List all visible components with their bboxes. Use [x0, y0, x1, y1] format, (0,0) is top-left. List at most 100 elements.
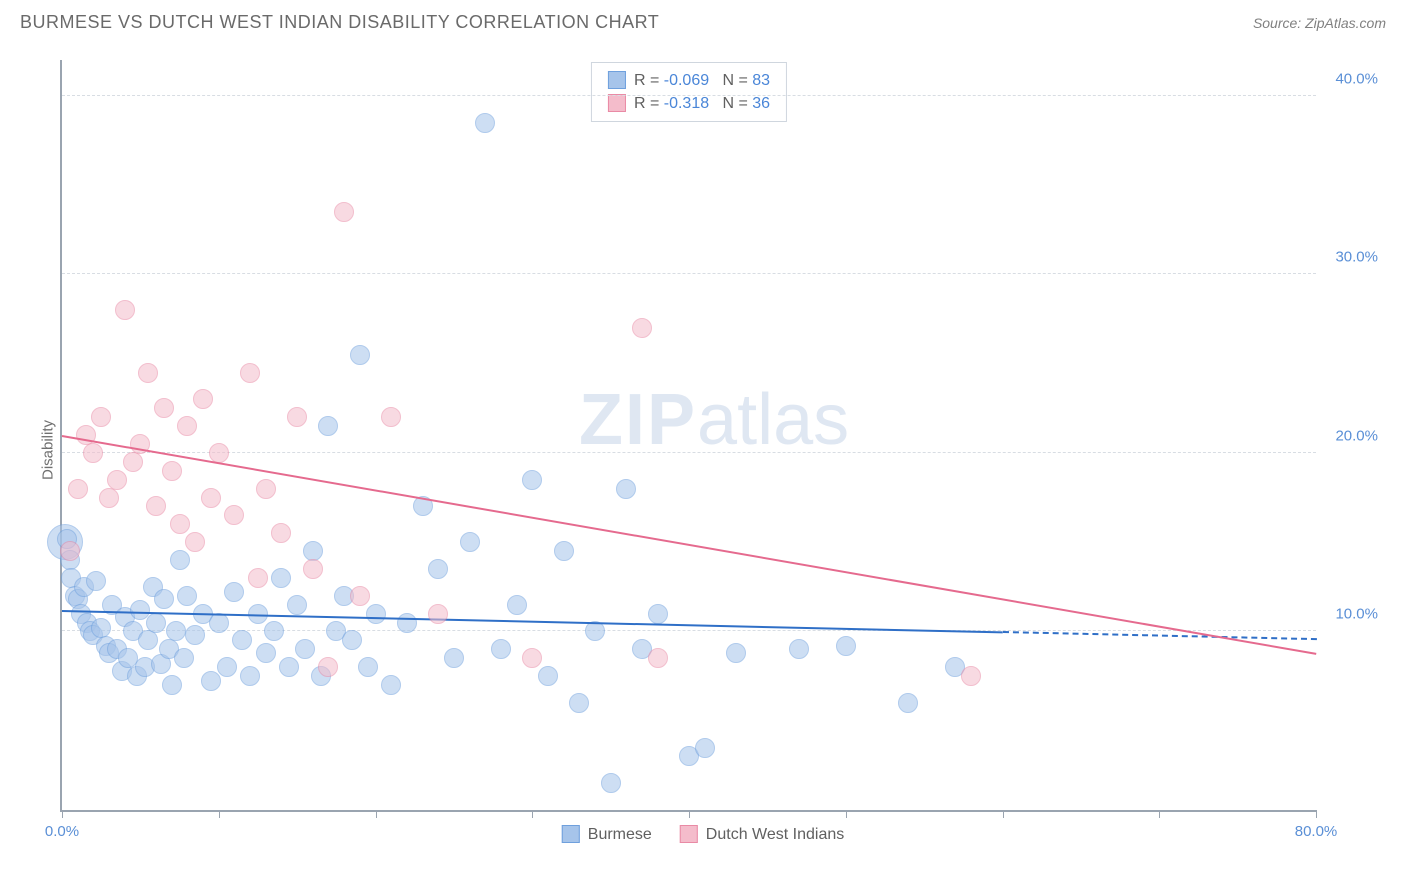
data-point: [522, 470, 542, 490]
legend-item: Burmese: [562, 825, 652, 844]
data-point: [91, 618, 111, 638]
data-point: [554, 541, 574, 561]
data-point: [185, 625, 205, 645]
trend-line: [62, 435, 1316, 655]
gridline: [62, 452, 1316, 453]
data-point: [318, 416, 338, 436]
data-point: [271, 523, 291, 543]
data-point: [217, 657, 237, 677]
data-point: [240, 363, 260, 383]
data-point: [256, 479, 276, 499]
y-axis-label: Disability: [40, 420, 57, 480]
data-point: [334, 202, 354, 222]
data-point: [256, 643, 276, 663]
data-point: [726, 643, 746, 663]
x-tick: [62, 810, 63, 818]
data-point: [961, 666, 981, 686]
data-point: [898, 693, 918, 713]
data-point: [444, 648, 464, 668]
data-point: [601, 773, 621, 793]
y-tick-label: 20.0%: [1335, 427, 1378, 444]
data-point: [185, 532, 205, 552]
data-point: [350, 345, 370, 365]
legend-item: Dutch West Indians: [680, 825, 844, 844]
x-tick: [846, 810, 847, 818]
data-point: [170, 550, 190, 570]
data-point: [68, 479, 88, 499]
data-point: [695, 738, 715, 758]
y-tick-label: 40.0%: [1335, 70, 1378, 87]
y-tick-label: 10.0%: [1335, 606, 1378, 623]
data-point: [162, 461, 182, 481]
data-point: [201, 488, 221, 508]
data-point: [170, 514, 190, 534]
data-point: [569, 693, 589, 713]
data-point: [177, 416, 197, 436]
correlation-legend: R = -0.069 N = 83R = -0.318 N = 36: [591, 62, 787, 122]
plot-area: ZIPatlas R = -0.069 N = 83R = -0.318 N =…: [60, 60, 1316, 812]
data-point: [648, 604, 668, 624]
data-point: [138, 630, 158, 650]
data-point: [397, 613, 417, 633]
data-point: [366, 604, 386, 624]
data-point: [193, 389, 213, 409]
data-point: [146, 613, 166, 633]
data-point: [177, 586, 197, 606]
data-point: [115, 300, 135, 320]
data-point: [287, 407, 307, 427]
data-point: [381, 675, 401, 695]
data-point: [99, 488, 119, 508]
data-point: [107, 470, 127, 490]
y-tick-label: 30.0%: [1335, 249, 1378, 266]
data-point: [154, 398, 174, 418]
data-point: [381, 407, 401, 427]
data-point: [174, 648, 194, 668]
data-point: [648, 648, 668, 668]
gridline: [62, 95, 1316, 96]
x-tick-label: 80.0%: [1295, 823, 1338, 840]
x-tick: [1316, 810, 1317, 818]
data-point: [154, 589, 174, 609]
data-point: [224, 505, 244, 525]
data-point: [279, 657, 299, 677]
x-tick: [689, 810, 690, 818]
gridline: [62, 273, 1316, 274]
data-point: [209, 443, 229, 463]
data-point: [491, 639, 511, 659]
data-point: [201, 671, 221, 691]
data-point: [166, 621, 186, 641]
data-point: [538, 666, 558, 686]
data-point: [224, 582, 244, 602]
data-point: [318, 657, 338, 677]
data-point: [460, 532, 480, 552]
data-point: [287, 595, 307, 615]
chart-container: Disability ZIPatlas R = -0.069 N = 83R =…: [20, 48, 1386, 852]
data-point: [138, 363, 158, 383]
x-tick-label: 0.0%: [45, 823, 79, 840]
data-point: [342, 630, 362, 650]
data-point: [240, 666, 260, 686]
data-point: [358, 657, 378, 677]
series-legend: Burmese Dutch West Indians: [548, 825, 858, 844]
data-point: [632, 318, 652, 338]
data-point: [428, 604, 448, 624]
x-tick: [1159, 810, 1160, 818]
legend-stat-row: R = -0.069 N = 83: [608, 69, 770, 92]
gridline: [62, 630, 1316, 631]
data-point: [60, 541, 80, 561]
watermark: ZIPatlas: [579, 379, 849, 461]
data-point: [271, 568, 291, 588]
x-tick: [219, 810, 220, 818]
data-point: [475, 113, 495, 133]
data-point: [350, 586, 370, 606]
data-point: [507, 595, 527, 615]
chart-title: BURMESE VS DUTCH WEST INDIAN DISABILITY …: [20, 12, 659, 33]
data-point: [123, 452, 143, 472]
data-point: [248, 568, 268, 588]
data-point: [616, 479, 636, 499]
data-point: [295, 639, 315, 659]
data-point: [83, 443, 103, 463]
data-point: [91, 407, 111, 427]
data-point: [585, 621, 605, 641]
data-point: [146, 496, 166, 516]
